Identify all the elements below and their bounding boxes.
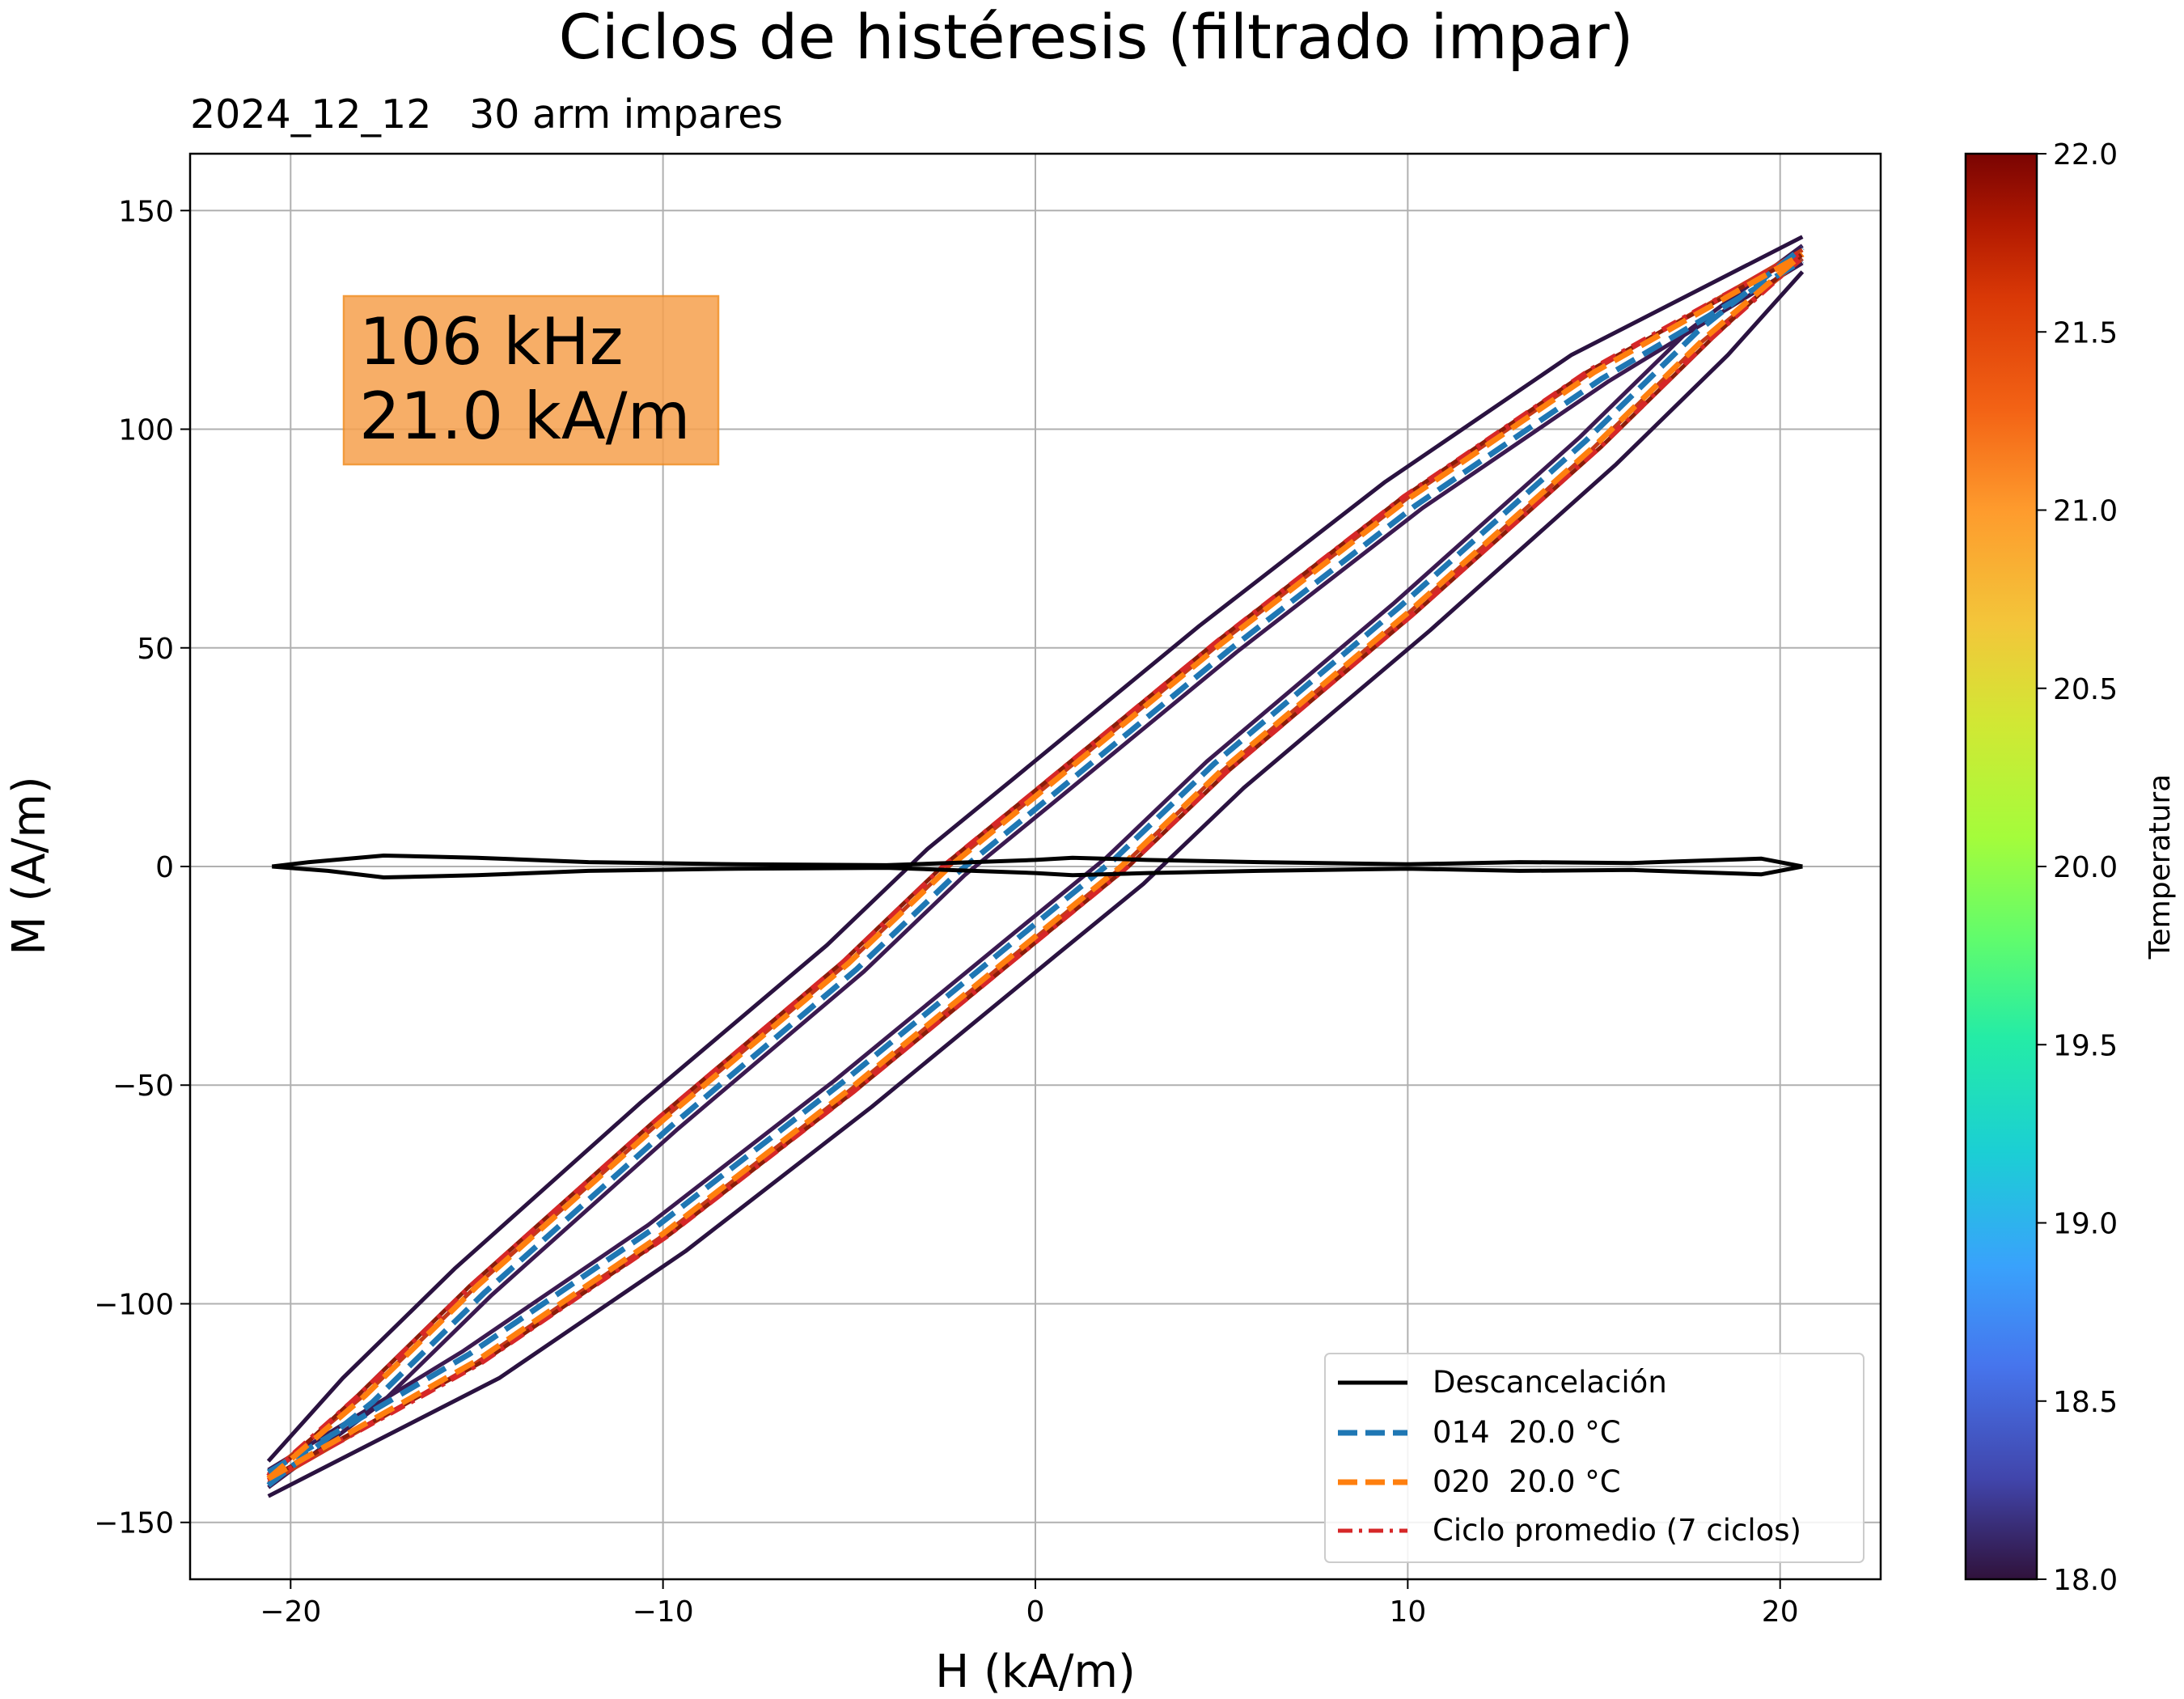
y-tick-label: 150	[118, 195, 174, 228]
x-tick-label: −10	[633, 1595, 694, 1629]
colorbar-gradient	[1964, 152, 2038, 1581]
upper-branch-line	[266, 258, 1805, 1488]
upper-branch-line	[266, 252, 1805, 1481]
colorbar-tick-label: 19.0	[2053, 1208, 2118, 1241]
x-tick-label: 0	[1026, 1595, 1045, 1629]
upper-branch-line	[267, 261, 1804, 1489]
x-tick-label: 20	[1762, 1595, 1799, 1629]
y-tick-label: 100	[118, 414, 174, 447]
series-descancelaci-n	[272, 854, 1803, 879]
upper-branch-line	[266, 235, 1804, 1463]
legend-label-020: 020 20.0 °C	[1433, 1464, 1621, 1499]
x-tick-label: 10	[1389, 1595, 1426, 1629]
chart-title: Ciclos de histéresis (filtrado impar)	[559, 1, 1634, 73]
series-020-20-0-c	[266, 252, 1805, 1481]
legend: Descancelación 014 20.0 °C 020 20.0 °C C…	[1324, 1353, 1864, 1563]
y-tick-label: 0	[155, 851, 174, 884]
colorbar-tick-label: 18.5	[2053, 1386, 2118, 1419]
legend-label-descancelacion: Descancelación	[1433, 1365, 1667, 1400]
x-axis-label: H (kA/m)	[935, 1646, 1136, 1698]
y-axis-label: M (A/m)	[3, 776, 56, 955]
colorbar: 18.0 18.5 19.0 19.5 20.0 20.5 21.0 21.5 22.0 Tem…	[1964, 138, 2177, 1597]
legend-frame	[1324, 1353, 1864, 1563]
colorbar-tick-label: 21.0	[2053, 495, 2118, 528]
colorbar-tick-label: 22.0	[2053, 138, 2118, 172]
annotation-frequency: 106 kHz	[359, 304, 624, 379]
colorbar-tick-label: 20.0	[2053, 851, 2118, 884]
y-tick-label: −150	[94, 1507, 174, 1540]
colorbar-label: Temperatura	[2144, 774, 2177, 960]
annotation-background	[342, 294, 720, 466]
y-tick-label: 50	[137, 633, 174, 666]
colorbar-tick-label: 18.0	[2053, 1564, 2118, 1597]
colorbar-tick-label: 19.5	[2053, 1029, 2118, 1062]
x-tick-label: −20	[260, 1595, 321, 1629]
y-tick-label: −100	[94, 1288, 174, 1321]
y-axis-ticks: −150 −100 −50 0 50 100 150	[94, 195, 190, 1540]
lower-branch-line	[266, 254, 1805, 1484]
annotation-field: 21.0 kA/m	[359, 379, 691, 454]
y-tick-label: −50	[112, 1070, 174, 1103]
legend-label-promedio: Ciclo promedio (7 ciclos)	[1433, 1513, 1801, 1548]
lower-branch-line	[272, 864, 1803, 879]
x-axis-ticks: −20 −10 0 10 20	[260, 1579, 1799, 1629]
legend-label-014: 014 20.0 °C	[1433, 1415, 1621, 1450]
series-cycle-4	[266, 235, 1805, 1498]
colorbar-tick-label: 20.5	[2053, 673, 2118, 706]
colorbar-tick-label: 21.5	[2053, 316, 2118, 350]
lower-branch-line	[267, 270, 1805, 1498]
lower-branch-line	[266, 252, 1805, 1481]
chart-subtitle: 2024_12_12 30 arm impares	[190, 91, 783, 138]
upper-branch-line	[272, 854, 1803, 869]
annotation-box: 106 kHz 21.0 kA/m	[342, 294, 720, 466]
colorbar-ticks: 18.0 18.5 19.0 19.5 20.0 20.5 21.0 21.5 22.0	[2037, 138, 2118, 1597]
plot-series	[266, 235, 1805, 1498]
